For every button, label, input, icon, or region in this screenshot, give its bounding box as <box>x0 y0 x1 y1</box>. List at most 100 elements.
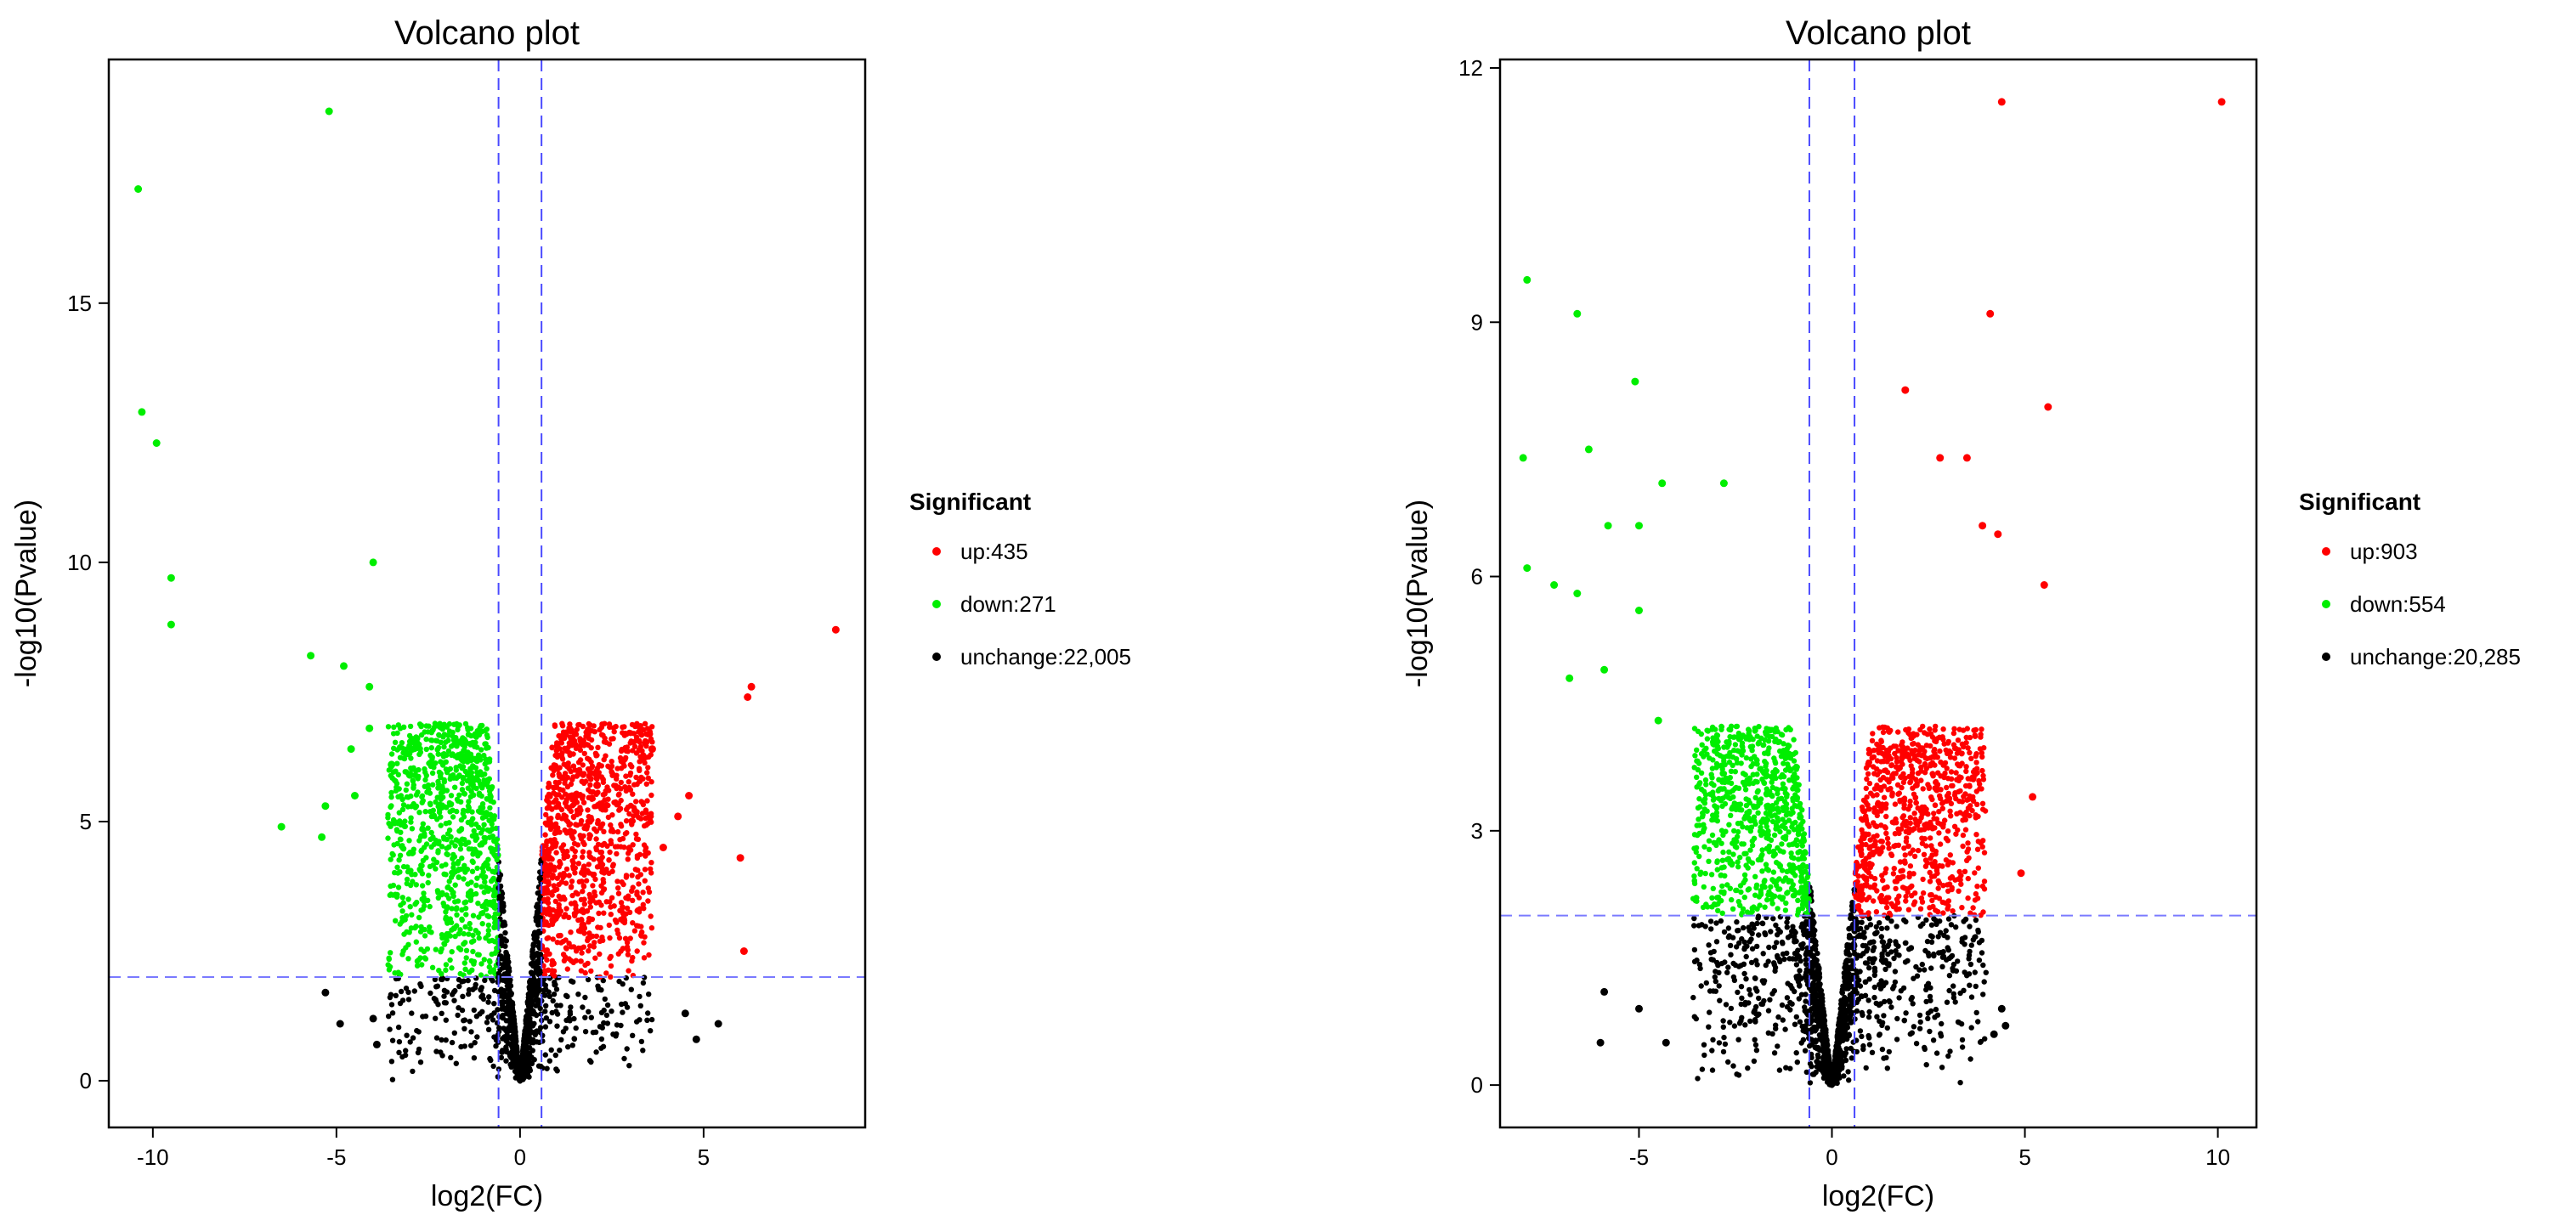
data-point-down <box>427 924 433 930</box>
data-point-down <box>465 803 472 809</box>
data-point-up <box>573 906 579 912</box>
data-point-down <box>413 792 420 798</box>
data-point-up <box>552 898 558 905</box>
data-point-up <box>637 723 643 729</box>
data-point-down <box>467 897 474 903</box>
data-point-up <box>648 736 654 742</box>
x-tick-label: 5 <box>698 1144 710 1170</box>
data-point-unchange <box>533 914 539 921</box>
data-point-down <box>473 882 479 889</box>
data-point-down <box>474 875 480 881</box>
data-point-unchange <box>580 1004 586 1010</box>
data-point-up <box>546 935 552 941</box>
data-point-down <box>478 961 484 967</box>
data-point-unchange <box>498 986 505 992</box>
data-point-down <box>408 766 414 771</box>
data-point-unchange <box>1975 927 1981 934</box>
data-point-up <box>606 741 613 747</box>
data-point-unchange <box>1975 1019 1981 1025</box>
data-point-unchange <box>471 1007 477 1014</box>
data-point-unchange <box>552 982 558 988</box>
data-point-up <box>648 925 655 931</box>
data-point-unchange <box>1842 1053 1848 1059</box>
data-point-up <box>572 865 578 871</box>
data-point-up <box>648 819 654 825</box>
data-point-up <box>586 813 592 820</box>
data-point-unchange <box>1710 1037 1716 1043</box>
data-point-down <box>470 932 476 939</box>
data-point-unchange <box>1703 980 1710 986</box>
data-point-down <box>425 825 431 831</box>
data-point-down <box>443 914 449 920</box>
data-point-down <box>484 779 490 785</box>
data-point-up <box>580 907 586 912</box>
data-point-down <box>438 949 444 955</box>
data-point-down <box>397 852 404 858</box>
data-point-down <box>468 846 475 852</box>
data-point-unchange <box>461 978 467 984</box>
data-point-up <box>1883 904 1890 911</box>
data-point-up <box>563 906 569 912</box>
data-point-up <box>609 771 616 777</box>
data-point-up <box>580 854 586 860</box>
data-point-up <box>1940 737 1946 743</box>
data-point-down <box>419 827 425 833</box>
data-point-down <box>414 963 421 969</box>
data-point-down <box>449 949 455 955</box>
data-point-up <box>542 832 548 838</box>
data-point-down <box>491 915 497 922</box>
data-point-up <box>580 833 586 839</box>
data-point-up <box>633 799 639 805</box>
data-point-down <box>450 856 456 862</box>
data-point-up <box>618 766 625 771</box>
data-point-up <box>580 849 586 855</box>
data-point-unchange <box>1945 1053 1951 1059</box>
data-point-down <box>444 851 450 858</box>
data-point-unchange <box>449 1039 456 1046</box>
data-point-unchange <box>564 993 570 1000</box>
data-point-unchange <box>1976 940 1983 946</box>
data-point-unchange <box>399 997 406 1003</box>
data-point-down <box>419 799 425 805</box>
data-point-down <box>1729 896 1735 903</box>
data-point-down <box>419 962 425 968</box>
data-point-up <box>615 784 622 790</box>
data-point-down <box>466 931 472 937</box>
data-point-unchange <box>603 1012 610 1019</box>
data-point-up <box>623 773 629 779</box>
data-point-down <box>444 769 450 776</box>
data-point-up <box>609 736 614 742</box>
data-point-unchange <box>1973 1009 1979 1016</box>
data-point-down <box>472 743 478 749</box>
data-point-up <box>583 878 590 884</box>
data-point-unchange <box>1886 998 1892 1004</box>
data-point-up <box>544 957 550 963</box>
data-point-down <box>385 835 391 841</box>
data-point-down <box>482 771 488 777</box>
data-point-up <box>641 940 647 946</box>
data-point-down <box>392 869 398 876</box>
data-point-unchange <box>1943 928 1949 934</box>
data-point-up <box>618 779 624 786</box>
data-point-down <box>1779 841 1785 847</box>
data-point-unchange <box>1752 1037 1758 1043</box>
data-point-down <box>440 734 446 740</box>
data-point-down <box>467 726 474 732</box>
data-point-up <box>560 848 566 854</box>
data-point-unchange <box>570 979 576 985</box>
data-point-up <box>558 806 565 813</box>
data-point-up <box>592 876 598 883</box>
data-point-down <box>1741 850 1747 856</box>
outlier-point-up <box>747 682 756 691</box>
data-point-up <box>559 723 566 729</box>
data-point-unchange <box>523 1048 529 1054</box>
data-point-down <box>393 918 399 924</box>
data-point-up <box>626 909 633 916</box>
data-point-unchange <box>474 1034 480 1040</box>
data-point-unchange <box>1765 1008 1772 1014</box>
data-point-down <box>452 784 458 790</box>
data-point-down <box>388 804 393 811</box>
data-point-unchange <box>648 1016 655 1023</box>
data-point-up <box>575 917 581 924</box>
data-point-up <box>560 874 566 881</box>
